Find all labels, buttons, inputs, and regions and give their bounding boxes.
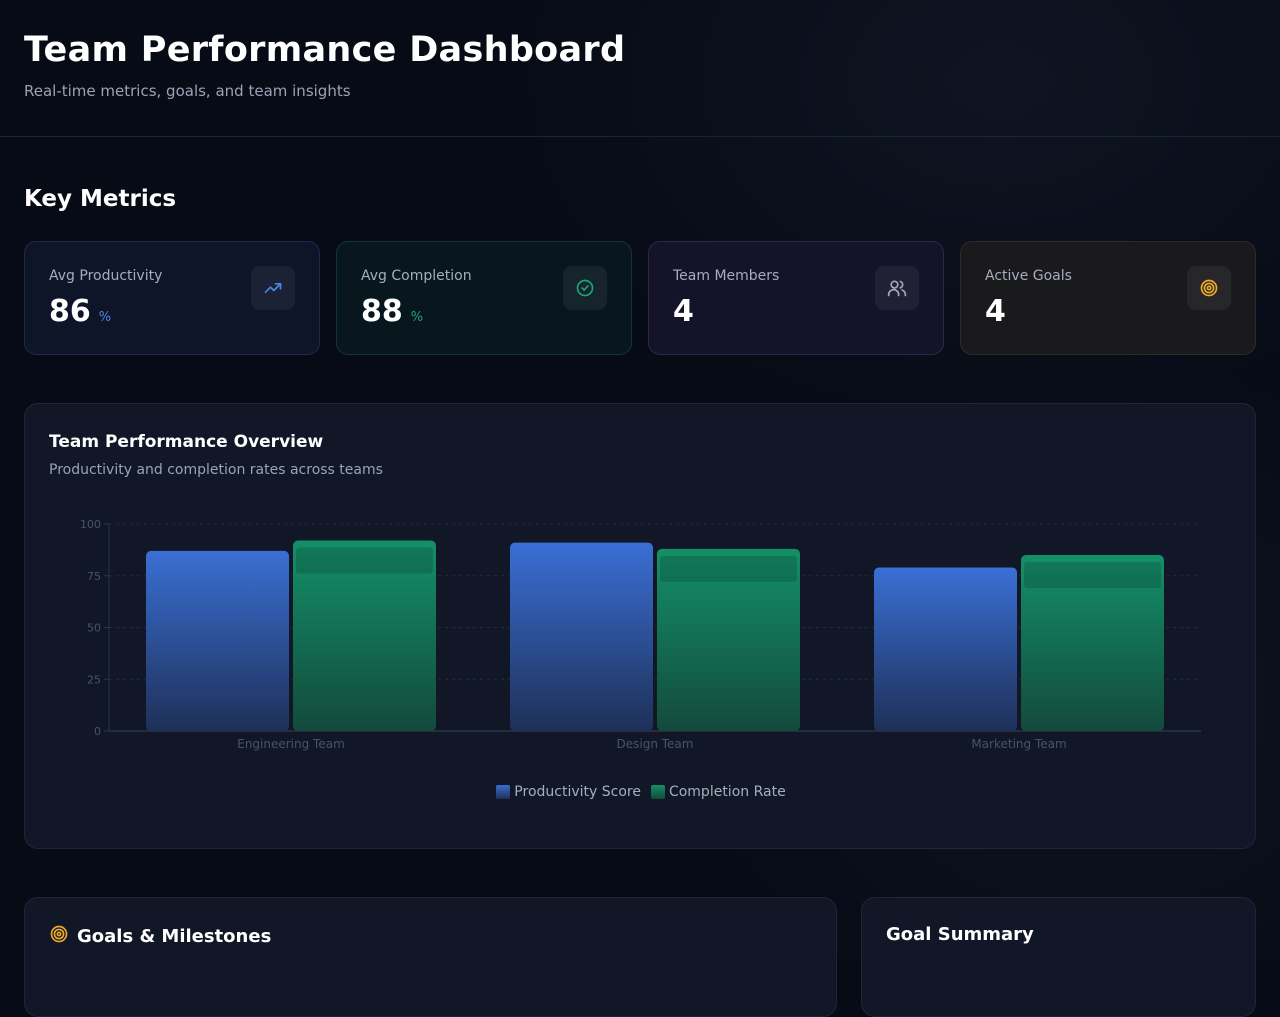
bar-completion[interactable] [1021,555,1164,731]
legend-item-completion[interactable]: Completion Rate [650,784,786,800]
metric-value: 86% [49,294,112,329]
page-title: Team Performance Dashboard [24,30,626,70]
x-tick-label: Design Team [617,737,694,751]
legend-swatch [496,785,511,799]
target-icon [1187,266,1231,310]
y-tick-label: 0 [94,725,101,738]
metric-value: 4 [985,294,1006,329]
target-icon [49,924,69,949]
trending-up-icon [251,266,295,310]
goals-title: Goals & Milestones [77,926,272,947]
bar-highlight [1024,562,1161,589]
metric-card-team-members: Team Members 4 [648,241,944,355]
x-tick-label: Engineering Team [237,737,345,751]
bar-productivity[interactable] [146,550,289,731]
chart-title: Team Performance Overview [49,432,324,452]
check-circle-icon [563,266,607,310]
legend-swatch [650,785,665,799]
bar-chart: 0 25 50 75 100 Engineering Team Design Team Mar… [80,518,1201,751]
metric-value: 4 [673,294,694,329]
y-tick-label: 50 [87,622,101,635]
chart-subtitle: Productivity and completion rates across… [49,462,383,478]
legend-item-productivity[interactable]: Productivity Score [496,784,641,800]
chart-legend: Productivity Score Completion Rate [25,784,1257,800]
goals-heading: Goals & Milestones [49,924,271,949]
bar-productivity[interactable] [874,567,1017,731]
legend-label: Completion Rate [668,784,786,800]
goals-panel: Goals & Milestones [24,897,837,1017]
metric-card-active-goals: Active Goals 4 [960,241,1256,355]
metric-label: Active Goals [985,268,1072,284]
metric-unit: % [98,310,112,325]
y-tick-label: 25 [87,673,101,686]
bar-highlight [296,547,433,574]
metric-label: Avg Completion [361,268,472,284]
metric-label: Team Members [673,268,780,284]
users-icon [875,266,919,310]
bar-productivity[interactable] [510,542,653,731]
page-subtitle: Real-time metrics, goals, and team insig… [24,82,351,100]
y-tick-label: 75 [87,570,101,583]
legend-label: Productivity Score [514,784,641,800]
bar-completion[interactable] [657,548,800,731]
x-tick-label: Marketing Team [971,737,1066,751]
metric-card-productivity: Avg Productivity 86% [24,241,320,355]
performance-chart-panel: Team Performance Overview Productivity a… [24,403,1256,849]
metric-unit: % [410,310,424,325]
bar-completion[interactable] [293,540,436,731]
y-tick-label: 100 [80,518,101,531]
metric-value: 88% [361,294,424,329]
key-metrics-title: Key Metrics [24,186,177,212]
bar-highlight [660,555,797,582]
goal-summary-panel: Goal Summary [861,897,1256,1017]
summary-title: Goal Summary [886,924,1034,945]
metric-label: Avg Productivity [49,268,163,284]
metric-card-completion: Avg Completion 88% [336,241,632,355]
page-header: Team Performance Dashboard Real-time met… [0,0,1280,137]
